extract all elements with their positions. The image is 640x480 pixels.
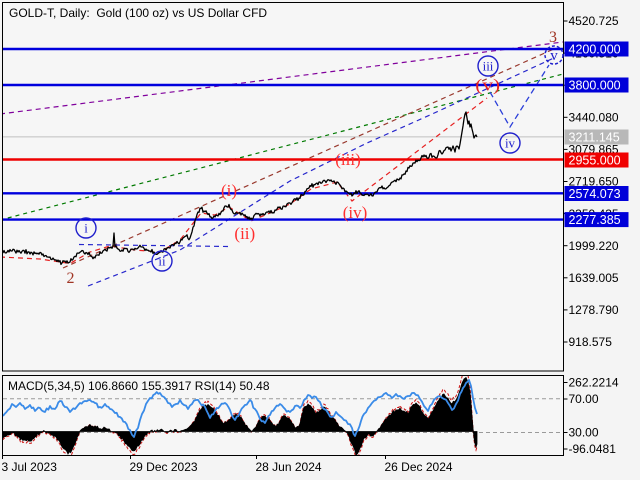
svg-text:29 Dec 2023: 29 Dec 2023 — [130, 460, 198, 474]
svg-text:26 Dec 2024: 26 Dec 2024 — [385, 460, 453, 474]
svg-text:28 Jun 2024: 28 Jun 2024 — [256, 460, 322, 474]
svg-text:4200.000: 4200.000 — [569, 42, 621, 56]
svg-text:1278.790: 1278.790 — [569, 303, 619, 317]
svg-text:GOLD-T, Daily: Gold (100 oz): GOLD-T, Daily: Gold (100 oz) vs US Dolla… — [9, 6, 267, 20]
svg-text:iv: iv — [505, 135, 516, 150]
svg-text:v: v — [550, 48, 558, 64]
svg-text:-96.0481: -96.0481 — [569, 442, 617, 456]
svg-text:3800.000: 3800.000 — [569, 78, 621, 92]
svg-text:3440.080: 3440.080 — [569, 111, 619, 125]
svg-text:1999.220: 1999.220 — [569, 239, 619, 253]
svg-text:MACD(5,34,5) 106.8660 155.3917: MACD(5,34,5) 106.8660 155.3917 RSI(14) 5… — [8, 379, 270, 393]
svg-text:2277.385: 2277.385 — [569, 213, 621, 227]
svg-text:4520.725: 4520.725 — [569, 14, 619, 28]
svg-text:1639.005: 1639.005 — [569, 271, 619, 285]
svg-text:2719.650: 2719.650 — [569, 175, 619, 189]
svg-text:2574.073: 2574.073 — [569, 187, 621, 201]
svg-text:3211.145: 3211.145 — [569, 130, 620, 144]
svg-text:(v): (v) — [475, 76, 500, 95]
svg-text:3: 3 — [549, 29, 557, 46]
svg-text:iii: iii — [483, 58, 494, 73]
svg-text:3 Jul 2023: 3 Jul 2023 — [2, 460, 58, 474]
svg-text:ii: ii — [158, 253, 166, 268]
svg-text:(i): (i) — [221, 181, 237, 200]
svg-text:30.00: 30.00 — [569, 426, 599, 440]
svg-text:2955.000: 2955.000 — [569, 153, 621, 167]
svg-text:262.2214: 262.2214 — [569, 376, 619, 390]
svg-text:(iv): (iv) — [343, 203, 368, 222]
svg-text:(ii): (ii) — [234, 224, 255, 243]
svg-text:70.00: 70.00 — [569, 392, 599, 406]
svg-text:(iii): (iii) — [335, 150, 361, 169]
svg-text:918.575: 918.575 — [569, 335, 613, 349]
svg-text:i: i — [84, 220, 88, 235]
svg-text:2: 2 — [67, 270, 75, 287]
